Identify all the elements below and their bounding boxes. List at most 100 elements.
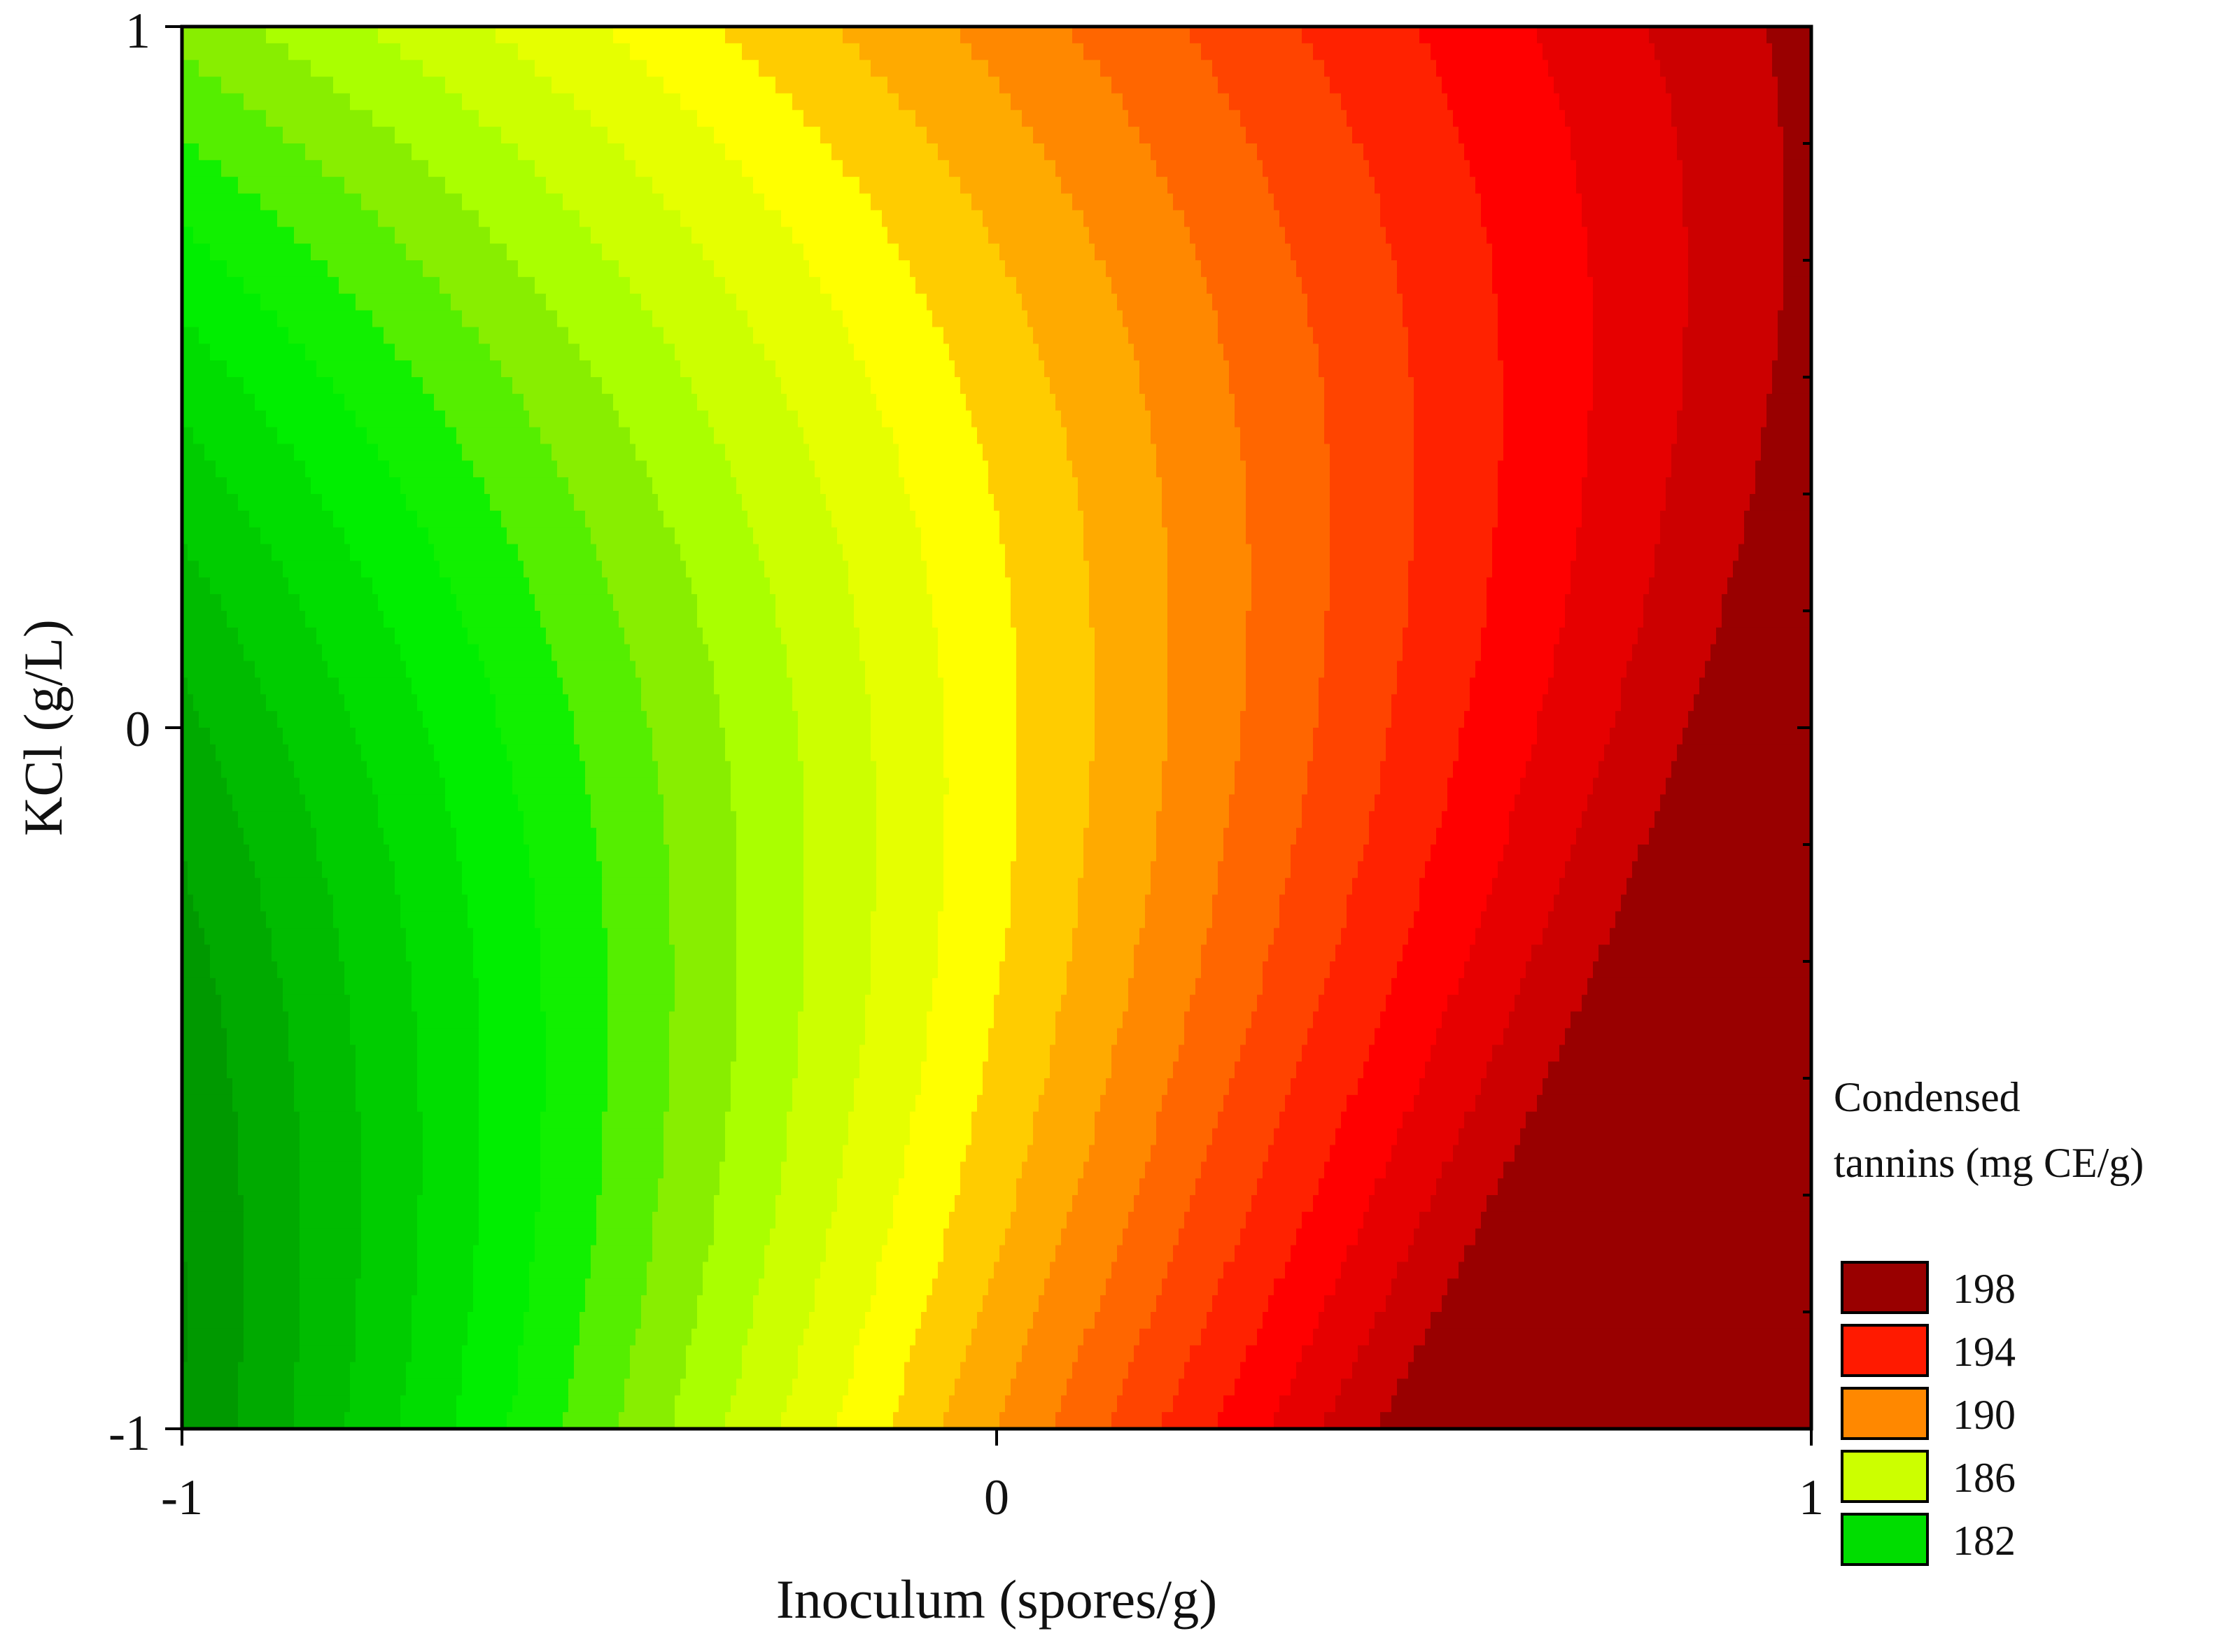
contour-band-cell <box>524 560 603 579</box>
contour-band-cell <box>988 1045 1051 1062</box>
contour-band-cell <box>859 1061 922 1079</box>
contour-band-cell <box>479 1111 541 1129</box>
contour-band-cell <box>1307 293 1403 311</box>
contour-band-cell <box>904 1362 961 1380</box>
contour-band-cell <box>182 861 188 879</box>
contour-band-cell <box>524 393 614 411</box>
contour-band-cell <box>479 1045 547 1062</box>
contour-band-cell <box>1447 777 1521 796</box>
contour-band-cell <box>708 410 799 428</box>
contour-band-cell <box>361 1128 423 1146</box>
contour-band-cell <box>1016 744 1095 762</box>
contour-band-cell <box>697 393 787 411</box>
contour-band-cell <box>675 994 737 1012</box>
contour-band-cell <box>1688 260 1784 278</box>
contour-band-cell <box>1682 393 1767 411</box>
contour-band-cell <box>596 1211 653 1229</box>
contour-band-cell <box>647 1278 703 1296</box>
contour-band-cell <box>378 794 446 812</box>
contour-band-cell <box>1011 911 1079 929</box>
contour-band-cell <box>579 1328 636 1346</box>
contour-band-cell <box>182 761 222 779</box>
contour-band-cell <box>1414 1094 1476 1113</box>
contour-band-cell <box>344 961 412 979</box>
contour-band-cell <box>367 761 440 779</box>
contour-band-cell <box>1587 227 1689 244</box>
contour-band-cell <box>680 1378 737 1397</box>
contour-band-cell <box>182 1412 239 1429</box>
contour-band-cell <box>1442 1162 1504 1179</box>
contour-band-cell <box>602 1128 664 1146</box>
contour-band-cell <box>378 444 463 462</box>
contour-band-cell <box>1016 1362 1073 1380</box>
contour-band-cell <box>451 577 530 595</box>
contour-band-cell <box>669 1094 731 1113</box>
contour-band-cell <box>1615 911 1811 929</box>
contour-band-cell <box>899 243 1000 261</box>
contour-band-cell <box>1341 1378 1398 1397</box>
contour-band-cell <box>1375 176 1476 195</box>
contour-band-cell <box>540 1111 603 1129</box>
contour-band-cell <box>445 76 552 94</box>
contour-band-cell <box>305 344 395 361</box>
contour-band-cell <box>1391 243 1493 261</box>
contour-band-cell <box>999 527 1084 545</box>
contour-band-cell <box>854 611 933 628</box>
contour-band-cell <box>697 594 776 612</box>
contour-band-cell <box>305 794 379 812</box>
contour-band-cell <box>943 728 1017 745</box>
contour-band-cell <box>1783 193 1811 211</box>
contour-band-cell <box>792 694 871 712</box>
contour-band-cell <box>635 444 726 462</box>
contour-band-cell <box>322 644 401 662</box>
contour-band-cell <box>361 1162 423 1179</box>
contour-band-cell <box>921 527 1000 545</box>
contour-band-cell <box>854 344 950 361</box>
contour-band-cell <box>507 744 580 762</box>
contour-band-cell <box>1576 160 1683 178</box>
contour-band-cell <box>663 811 737 828</box>
contour-band-cell <box>1487 894 1554 912</box>
contour-band-cell <box>244 1295 300 1313</box>
contour-band-cell <box>311 59 423 78</box>
contour-band-cell <box>1509 1011 1571 1029</box>
contour-band-cell <box>412 994 479 1012</box>
contour-band-cell <box>395 344 491 361</box>
contour-band-cell <box>966 1345 1023 1363</box>
contour-band-cell <box>557 661 636 679</box>
contour-band-cell <box>803 928 871 945</box>
contour-band-cell <box>1134 344 1224 361</box>
contour-band-cell <box>1369 160 1470 178</box>
contour-band-cell <box>1554 644 1633 662</box>
contour-band-cell <box>1134 1345 1190 1363</box>
contour-band-cell <box>1492 544 1577 562</box>
contour-band-cell <box>1347 911 1414 929</box>
contour-band-cell <box>1470 677 1549 696</box>
contour-band-cell <box>1341 1111 1403 1129</box>
contour-band-cell <box>1688 276 1784 295</box>
contour-band-cell <box>1335 1278 1392 1296</box>
contour-band-cell <box>994 994 1062 1012</box>
contour-band-cell <box>1481 210 1582 228</box>
contour-band-cell <box>1324 59 1437 78</box>
contour-band-cell <box>1358 1078 1420 1096</box>
contour-band-cell <box>854 1345 911 1363</box>
contour-band-cell <box>652 310 748 328</box>
contour-band-cell <box>859 43 972 61</box>
contour-band-cell <box>568 1395 625 1413</box>
contour-band-cell <box>1677 143 1784 161</box>
contour-band-cell <box>1201 945 1269 962</box>
contour-band-cell <box>932 310 1028 328</box>
contour-band-cell <box>1509 828 1577 845</box>
contour-band-cell <box>1268 1295 1325 1313</box>
contour-band-cell <box>624 143 726 161</box>
contour-band-cell <box>725 444 810 462</box>
contour-band-cell <box>182 1162 239 1179</box>
contour-band-cell <box>300 777 373 796</box>
contour-band-cell <box>1111 1412 1162 1429</box>
contour-band-cell <box>451 293 547 311</box>
contour-band-cell <box>1285 877 1353 896</box>
contour-band-cell <box>1246 1345 1302 1363</box>
contour-band-cell <box>1783 243 1811 261</box>
contour-band-cell <box>512 777 586 796</box>
